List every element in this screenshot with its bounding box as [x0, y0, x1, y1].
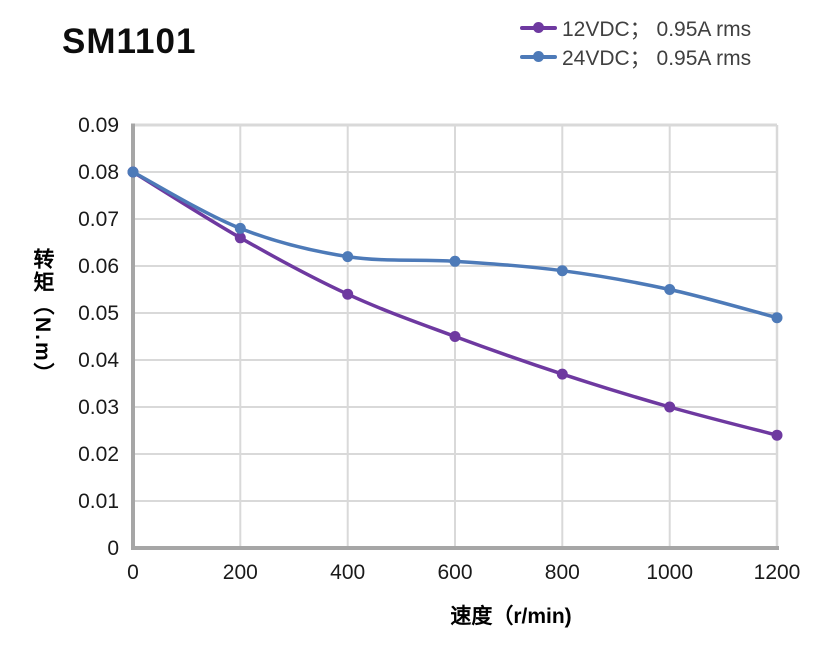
- data-point-marker: [342, 251, 354, 263]
- data-point-marker: [771, 429, 783, 441]
- y-tick-label: 0.07: [78, 208, 119, 231]
- legend-item-12vdc: 12VDC； 0.95A rms: [520, 13, 751, 42]
- data-point-marker: [127, 166, 139, 178]
- x-tick-label: 600: [437, 561, 472, 584]
- data-point-marker: [234, 222, 246, 234]
- x-axis-title: 速度（r/min): [450, 605, 572, 628]
- data-point-marker: [664, 401, 676, 413]
- gridlines: [133, 123, 779, 548]
- tick-labels: 0 200 400 600 800 1000 1200 0 0.01 0.02 0.03 0.04 0.…: [78, 114, 800, 584]
- data-point-marker: [771, 312, 783, 324]
- legend-item-24vdc: 24VDC； 0.95A rms: [520, 42, 751, 71]
- data-point-marker: [234, 232, 246, 244]
- data-point-marker: [342, 288, 354, 300]
- data-point-marker: [556, 265, 568, 277]
- legend-dot-24vdc: [533, 51, 544, 62]
- y-tick-label: 0.08: [78, 161, 119, 184]
- y-tick-label: 0.04: [78, 349, 119, 372]
- data-point-marker: [449, 331, 461, 342]
- x-tick-label: 200: [223, 561, 258, 584]
- data-point-marker: [556, 368, 568, 380]
- y-tick-label: 0.06: [78, 255, 119, 278]
- y-tick-label: 0.02: [78, 443, 119, 466]
- data-point-marker: [664, 284, 676, 295]
- x-tick-label: 0: [127, 561, 139, 584]
- x-tick-label: 1200: [754, 561, 801, 584]
- y-tick-label: 0.01: [78, 490, 119, 513]
- page-title: SM1101: [62, 22, 197, 61]
- x-tick-label: 1000: [646, 561, 693, 584]
- legend-dot-12vdc: [533, 22, 544, 33]
- y-axis-title: 转矩（N.m）: [31, 248, 54, 386]
- y-tick-label: 0.09: [78, 114, 119, 137]
- axes: [131, 123, 779, 550]
- legend-label-24vdc: 24VDC； 0.95A rms: [562, 46, 752, 70]
- y-tick-label: 0: [107, 537, 119, 560]
- x-tick-label: 400: [330, 561, 365, 584]
- x-tick-label: 800: [545, 561, 580, 584]
- legend-marker-24vdc-icon: [520, 51, 557, 63]
- y-tick-label: 0.05: [78, 302, 119, 325]
- y-tick-label: 0.03: [78, 396, 119, 419]
- series-24vdc: [127, 166, 783, 324]
- legend-label-12vdc: 12VDC； 0.95A rms: [562, 17, 752, 41]
- legend: 12VDC； 0.95A rms 24VDC； 0.95A rms: [520, 13, 751, 71]
- data-point-marker: [449, 255, 461, 267]
- legend-marker-12vdc-icon: [520, 22, 557, 34]
